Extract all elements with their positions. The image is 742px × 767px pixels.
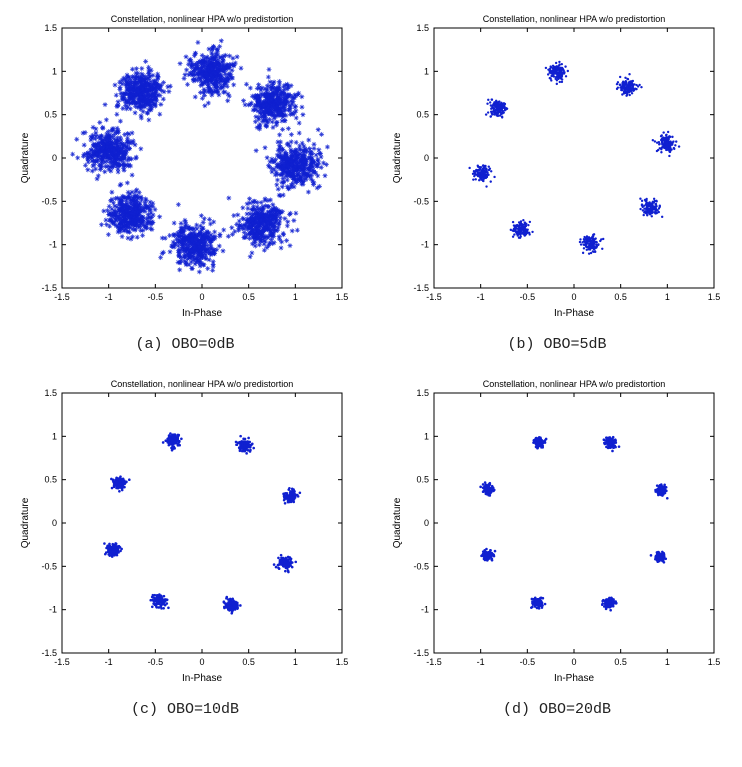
constellation-chart: -1.5-1.5 -1 -1 -0.5 -0.5 0 0 0.5 0.5 1 1 1.5 1.5 Cons…: [10, 375, 360, 695]
panel-c: -1.5-1.5 -1 -1 -0.5 -0.5 0 0 0.5 0.5 1 1 1.5 1.5 Cons…: [8, 375, 362, 718]
xlabel: In-Phase: [554, 673, 594, 684]
xtick-label: 0.5: [614, 292, 627, 302]
xtick-label: 1: [665, 657, 670, 667]
xtick-label: -1.5: [426, 292, 442, 302]
xtick-label: 0.5: [614, 657, 627, 667]
xtick-label: 0.5: [242, 657, 255, 667]
ylabel: Quadrature: [392, 132, 403, 183]
xtick-label: 1: [293, 657, 298, 667]
chart-title: Constellation, nonlinear HPA w/o predist…: [111, 379, 293, 389]
chart-title: Constellation, nonlinear HPA w/o predist…: [111, 14, 293, 24]
xtick-label: 1.5: [708, 292, 721, 302]
xtick-label: -1: [477, 292, 485, 302]
xtick-label: -1: [105, 657, 113, 667]
chart-title: Constellation, nonlinear HPA w/o predist…: [483, 379, 665, 389]
chart-c: -1.5-1.5 -1 -1 -0.5 -0.5 0 0 0.5 0.5 1 1 1.5 1.5 Cons…: [10, 375, 360, 695]
xtick-label: -0.5: [148, 657, 164, 667]
ytick-label: 0: [52, 518, 57, 528]
ytick-label: -1.5: [413, 648, 429, 658]
xtick-label: -0.5: [520, 292, 536, 302]
ytick-label: 1.5: [44, 23, 57, 33]
ytick-label: -1: [421, 605, 429, 615]
xtick-label: -0.5: [148, 292, 164, 302]
xtick-label: -1: [105, 292, 113, 302]
xtick-label: 0: [571, 657, 576, 667]
xtick-label: 1.5: [708, 657, 721, 667]
ytick-label: 0: [52, 153, 57, 163]
ytick-label: 0: [424, 153, 429, 163]
ytick-label: -1: [49, 240, 57, 250]
constellation-chart: -1.5-1.5 -1 -1 -0.5 -0.5 0 0 0.5 0.5 1 1 1.5 1.5 Cons…: [10, 10, 360, 330]
ylabel: Quadrature: [392, 497, 403, 548]
ytick-label: 1: [424, 431, 429, 441]
ytick-label: -1: [49, 605, 57, 615]
ytick-label: -0.5: [41, 196, 57, 206]
ytick-label: 1: [52, 431, 57, 441]
xlabel: In-Phase: [554, 308, 594, 319]
chart-b: -1.5-1.5 -1 -1 -0.5 -0.5 0 0 0.5 0.5 1 1 1.5 1.5 Cons…: [382, 10, 732, 330]
ytick-label: -1.5: [41, 648, 57, 658]
ytick-label: 1.5: [416, 23, 429, 33]
ytick-label: 0.5: [44, 475, 57, 485]
chart-a: -1.5-1.5 -1 -1 -0.5 -0.5 0 0 0.5 0.5 1 1 1.5 1.5 Cons…: [10, 10, 360, 330]
constellation-chart: -1.5-1.5 -1 -1 -0.5 -0.5 0 0 0.5 0.5 1 1 1.5 1.5 Cons…: [382, 375, 732, 695]
panel-d: -1.5-1.5 -1 -1 -0.5 -0.5 0 0 0.5 0.5 1 1 1.5 1.5 Cons…: [380, 375, 734, 718]
ytick-label: 0.5: [416, 475, 429, 485]
xtick-label: -1.5: [54, 292, 70, 302]
ytick-label: -1.5: [41, 283, 57, 293]
ytick-label: 0: [424, 518, 429, 528]
ytick-label: -0.5: [413, 561, 429, 571]
ylabel: Quadrature: [20, 132, 31, 183]
ytick-label: 0.5: [416, 110, 429, 120]
axis-box: [434, 393, 714, 653]
xtick-label: 0: [571, 292, 576, 302]
caption-a: (a) OBO=0dB: [135, 336, 234, 353]
caption-c: (c) OBO=10dB: [131, 701, 239, 718]
panel-b: -1.5-1.5 -1 -1 -0.5 -0.5 0 0 0.5 0.5 1 1 1.5 1.5 Cons…: [380, 10, 734, 353]
caption-b: (b) OBO=5dB: [507, 336, 606, 353]
ylabel: Quadrature: [20, 497, 31, 548]
xtick-label: 0.5: [242, 292, 255, 302]
xtick-label: 1.5: [336, 657, 349, 667]
ytick-label: -1: [421, 240, 429, 250]
chart-title: Constellation, nonlinear HPA w/o predist…: [483, 14, 665, 24]
panel-a: -1.5-1.5 -1 -1 -0.5 -0.5 0 0 0.5 0.5 1 1 1.5 1.5 Cons…: [8, 10, 362, 353]
xlabel: In-Phase: [182, 673, 222, 684]
ytick-label: 1.5: [416, 388, 429, 398]
caption-d: (d) OBO=20dB: [503, 701, 611, 718]
axis-box: [62, 393, 342, 653]
ytick-label: 1.5: [44, 388, 57, 398]
xlabel: In-Phase: [182, 308, 222, 319]
xtick-label: 1.5: [336, 292, 349, 302]
ytick-label: 0.5: [44, 110, 57, 120]
ytick-label: 1: [424, 66, 429, 76]
ytick-label: -0.5: [41, 561, 57, 571]
xtick-label: -0.5: [520, 657, 536, 667]
xtick-label: 0: [199, 657, 204, 667]
xtick-label: 1: [665, 292, 670, 302]
chart-d: -1.5-1.5 -1 -1 -0.5 -0.5 0 0 0.5 0.5 1 1 1.5 1.5 Cons…: [382, 375, 732, 695]
xtick-label: -1: [477, 657, 485, 667]
constellation-chart: -1.5-1.5 -1 -1 -0.5 -0.5 0 0 0.5 0.5 1 1 1.5 1.5 Cons…: [382, 10, 732, 330]
ytick-label: 1: [52, 66, 57, 76]
panel-grid: -1.5-1.5-1-1-0.5-0.5000.50.5111.51.5Cons…: [8, 10, 734, 718]
axis-box: [434, 28, 714, 288]
ytick-label: -0.5: [413, 196, 429, 206]
xtick-label: -1.5: [54, 657, 70, 667]
xtick-label: -1.5: [426, 657, 442, 667]
xtick-label: 0: [199, 292, 204, 302]
ytick-label: -1.5: [413, 283, 429, 293]
xtick-label: 1: [293, 292, 298, 302]
